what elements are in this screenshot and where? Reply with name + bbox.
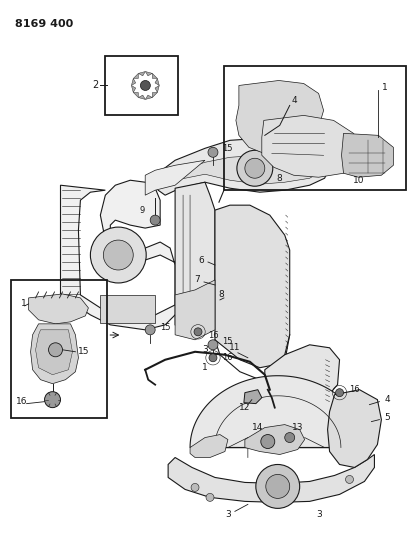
Circle shape [237, 150, 273, 186]
Text: 3: 3 [202, 345, 208, 354]
Polygon shape [145, 71, 152, 76]
Bar [224, 66, 406, 190]
Text: 15: 15 [222, 337, 233, 346]
Circle shape [261, 434, 275, 449]
Polygon shape [190, 376, 365, 448]
Text: 4: 4 [292, 96, 297, 105]
Polygon shape [139, 95, 145, 100]
Circle shape [209, 354, 217, 362]
Circle shape [48, 343, 62, 357]
Polygon shape [245, 425, 305, 455]
Polygon shape [190, 434, 228, 457]
Circle shape [208, 340, 218, 350]
Polygon shape [155, 78, 159, 85]
Polygon shape [215, 205, 290, 368]
Circle shape [335, 389, 344, 397]
Circle shape [194, 328, 202, 336]
Polygon shape [236, 80, 323, 154]
Text: 2: 2 [92, 80, 99, 91]
Polygon shape [342, 133, 393, 177]
Text: 8169 400: 8169 400 [15, 19, 73, 29]
Text: 15: 15 [160, 324, 171, 333]
Text: 10: 10 [353, 176, 364, 185]
Polygon shape [133, 74, 139, 78]
Circle shape [208, 147, 218, 157]
Polygon shape [152, 74, 157, 78]
Circle shape [145, 325, 155, 335]
Circle shape [150, 215, 160, 225]
Bar [100, 295, 155, 323]
Polygon shape [133, 92, 139, 98]
Circle shape [346, 475, 353, 483]
Polygon shape [36, 330, 72, 375]
Text: 5: 5 [384, 413, 390, 422]
Bar [105, 55, 178, 116]
Text: 16: 16 [16, 397, 27, 406]
Text: 16: 16 [222, 353, 233, 362]
Text: 15: 15 [222, 144, 233, 153]
Text: 7: 7 [194, 276, 200, 285]
Text: 13: 13 [292, 423, 303, 432]
Polygon shape [152, 92, 157, 98]
Text: 1: 1 [21, 300, 26, 309]
Text: 8: 8 [218, 290, 224, 300]
Polygon shape [60, 180, 180, 330]
Polygon shape [155, 139, 330, 195]
Polygon shape [155, 85, 159, 92]
Circle shape [191, 483, 199, 491]
Circle shape [90, 227, 146, 283]
Polygon shape [175, 155, 320, 184]
Circle shape [206, 494, 214, 502]
Polygon shape [328, 390, 381, 467]
Polygon shape [265, 345, 339, 408]
Text: 3: 3 [317, 510, 323, 519]
Circle shape [285, 433, 295, 442]
Polygon shape [168, 455, 374, 503]
Polygon shape [175, 280, 215, 340]
Polygon shape [175, 182, 215, 335]
Polygon shape [145, 160, 205, 195]
Text: 8: 8 [276, 174, 282, 183]
Text: 16: 16 [349, 385, 360, 394]
Text: 1: 1 [381, 83, 387, 92]
Circle shape [256, 464, 300, 508]
Text: 11: 11 [229, 343, 241, 352]
Text: 12: 12 [239, 403, 251, 412]
Circle shape [103, 240, 133, 270]
Bar [11, 280, 107, 417]
Text: 6: 6 [198, 255, 204, 264]
Circle shape [245, 158, 265, 178]
Text: 3: 3 [225, 510, 231, 519]
Polygon shape [244, 390, 262, 403]
Polygon shape [139, 71, 145, 76]
Text: 9: 9 [140, 206, 145, 215]
Circle shape [266, 474, 290, 498]
Text: 14: 14 [252, 423, 263, 432]
Circle shape [141, 80, 150, 91]
Polygon shape [132, 85, 136, 92]
Text: 15: 15 [79, 348, 90, 356]
Polygon shape [132, 78, 136, 85]
Polygon shape [29, 294, 88, 324]
Polygon shape [262, 116, 363, 177]
Polygon shape [145, 95, 152, 100]
Polygon shape [30, 324, 79, 384]
Text: 16: 16 [208, 332, 219, 340]
Circle shape [44, 392, 60, 408]
Text: 4: 4 [384, 395, 390, 404]
Text: 1: 1 [202, 363, 208, 372]
